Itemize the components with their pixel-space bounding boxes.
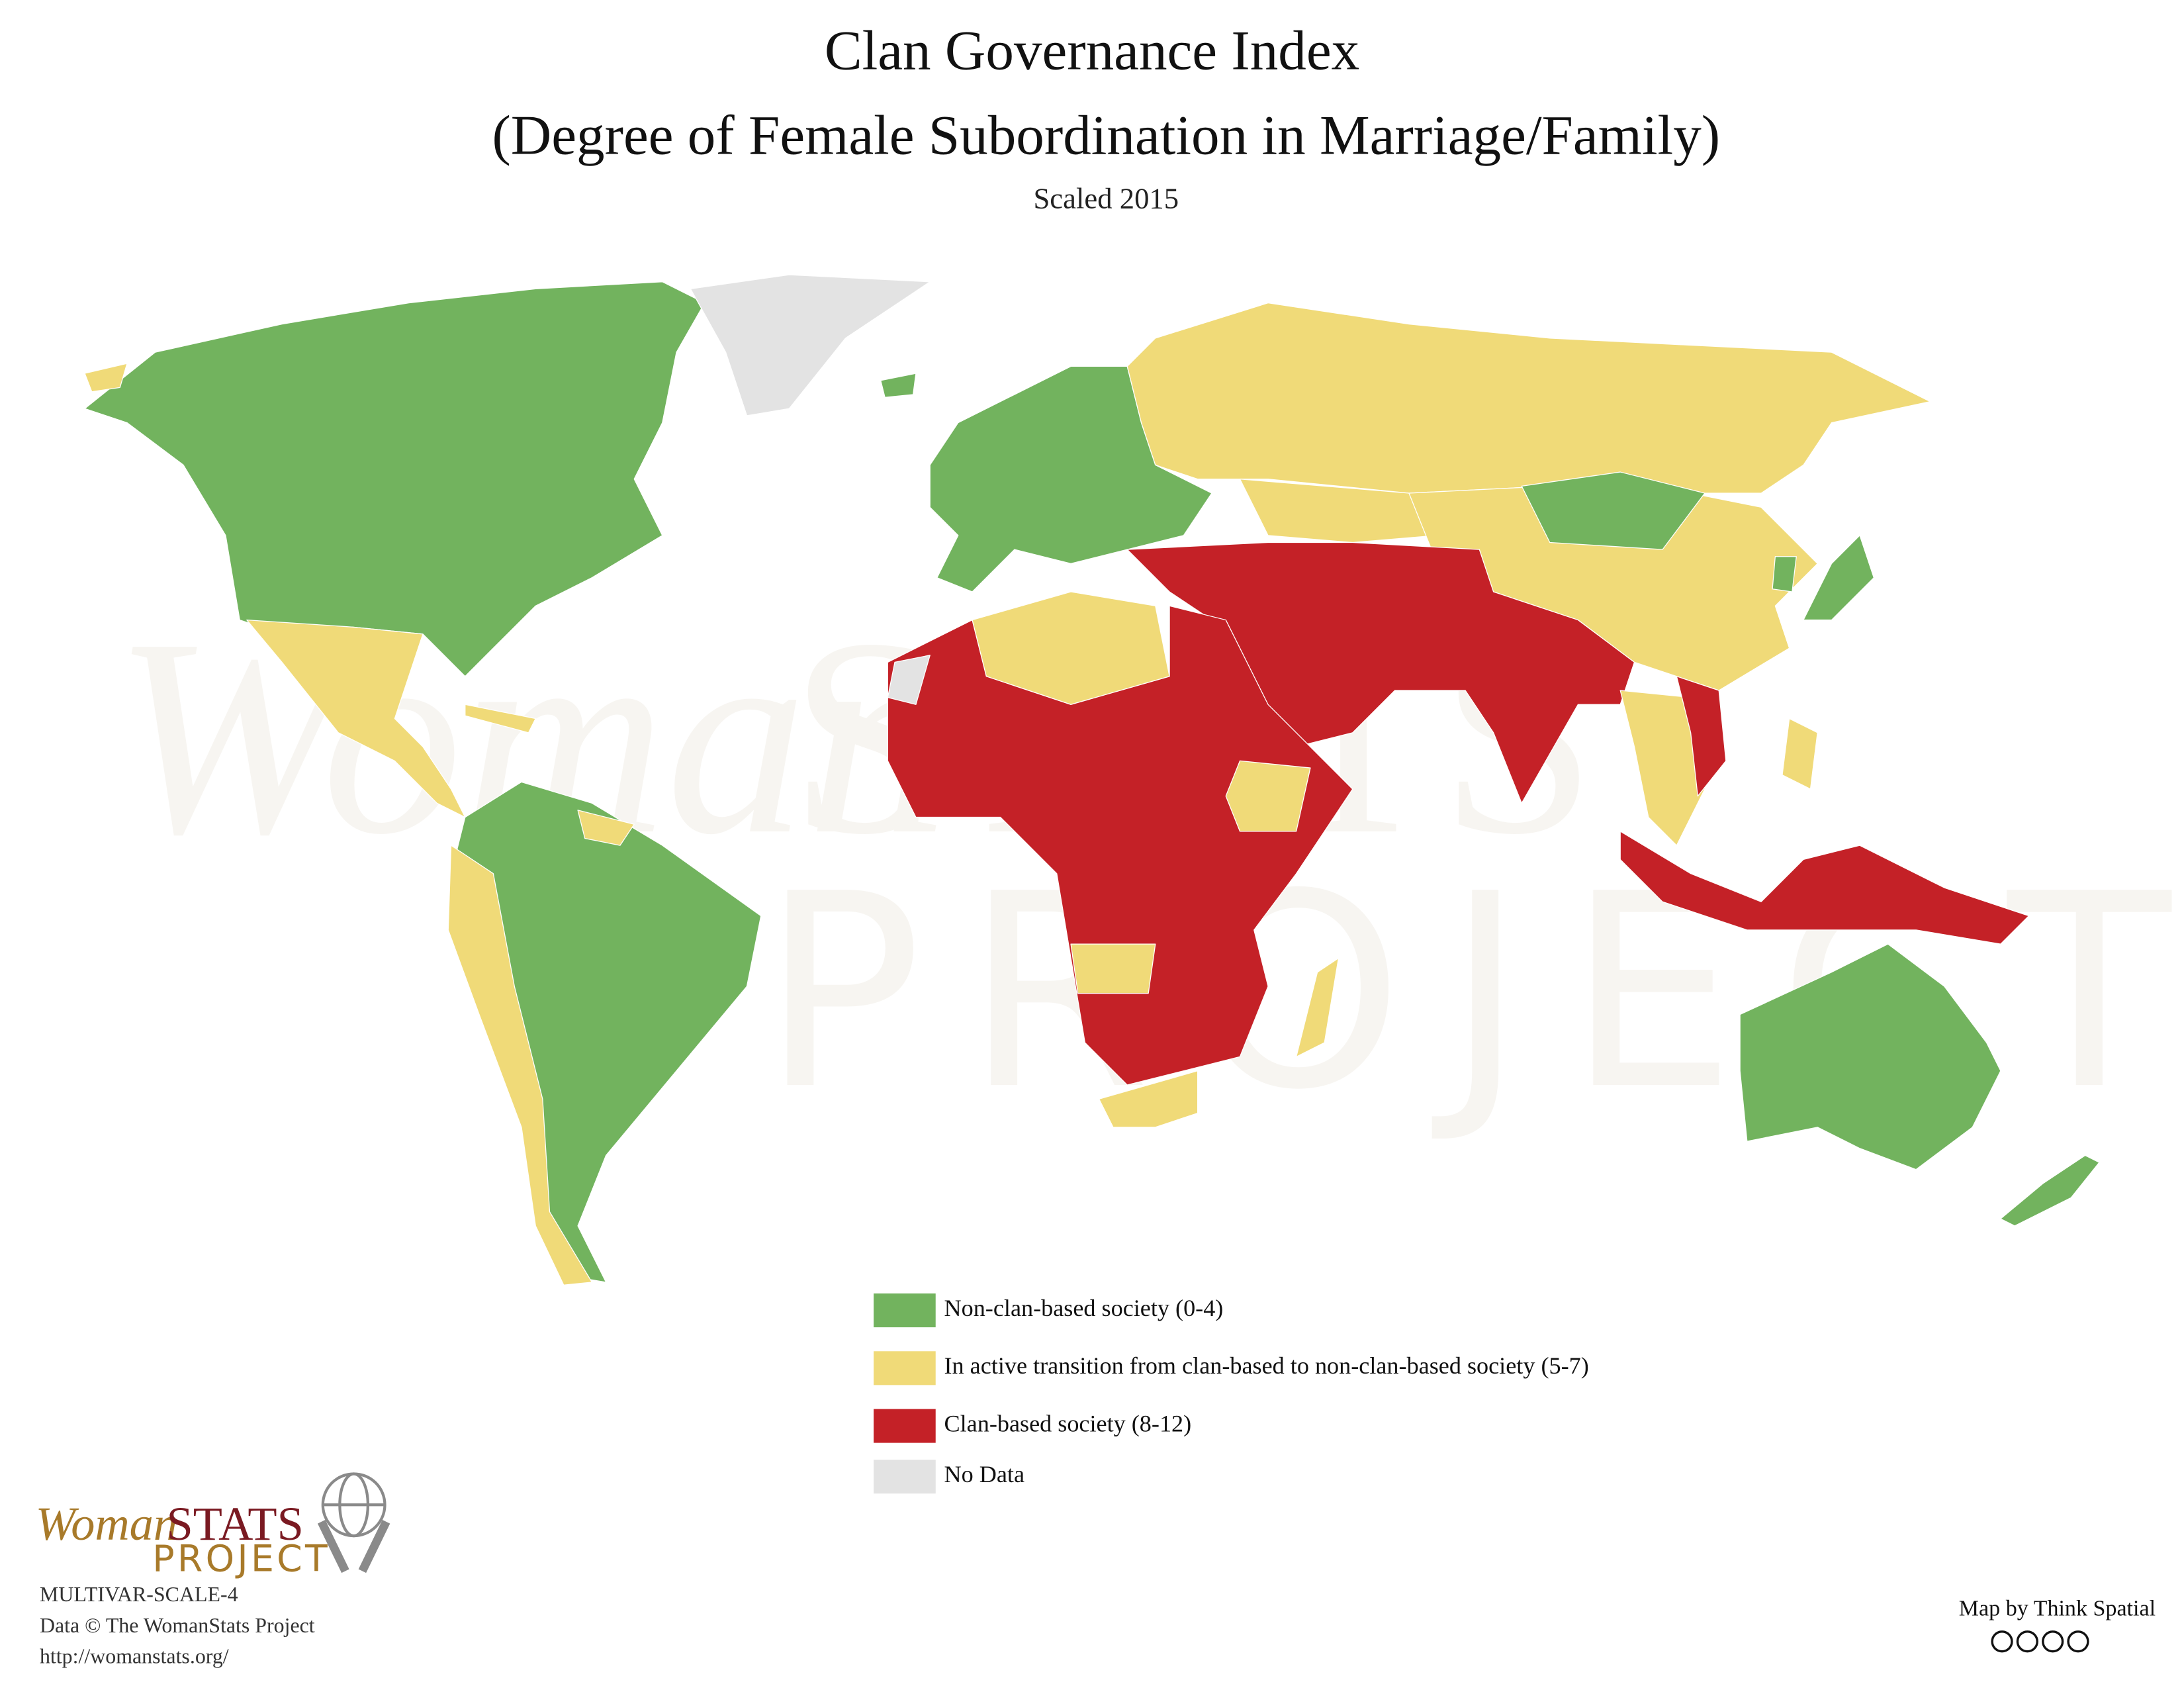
philippines [1782,718,1818,790]
madagascar [1296,957,1340,1058]
title: Clan Governance Index [825,20,1359,82]
venezuela-guyana [577,810,635,846]
caribbean [465,704,536,733]
ethiopia [1225,760,1311,832]
map-code: MULTIVAR-SCALE-4 [40,1583,238,1606]
legend-label: In active transition from clan-based to … [944,1352,1589,1379]
greenland [690,274,931,416]
korea [1772,556,1797,592]
australia [1739,943,2001,1170]
legend-swatch [874,1409,936,1443]
angola-zambia [1070,943,1156,994]
legend-label: No Data [944,1461,1025,1487]
logo-project: PROJECT [152,1538,330,1581]
legend-swatch [874,1293,936,1328]
western-sahara [887,655,931,705]
scale-note: Scaled 2015 [1033,182,1179,215]
russia [1126,302,1931,494]
andes [447,845,593,1286]
central-asia [1239,479,1438,543]
north-africa [972,591,1170,705]
japan [1803,535,1874,621]
mongolia [1521,471,1706,550]
indonesia-png [1619,831,2030,945]
north-america [84,281,705,677]
world-map [84,274,2100,1286]
url: http://womanstats.org/ [40,1645,229,1668]
alaska-fringe [84,363,128,393]
legend-label: Clan-based society (8-12) [944,1410,1192,1436]
logo-globe [317,1472,390,1573]
cc-license-icons [1991,1630,2089,1653]
map-credit: Map by Think Spatial [1959,1597,2156,1621]
legend-label: Non-clan-based society (0-4) [944,1295,1224,1321]
mexico-central-america [246,619,466,818]
legend: Non-clan-based society (0-4) In active tr… [874,1293,1589,1494]
subtitle: (Degree of Female Subordination in Marri… [492,104,1720,166]
logo-woman: Woman [36,1497,177,1550]
south-africa [1099,1070,1199,1128]
legend-swatch [874,1351,936,1385]
logo-stats: STATS [167,1497,304,1550]
legend-swatch [874,1460,936,1494]
vietnam [1676,676,1727,797]
iceland [880,373,917,398]
new-zealand [2000,1154,2100,1227]
data-credit: Data © The WomanStats Project [40,1614,315,1637]
